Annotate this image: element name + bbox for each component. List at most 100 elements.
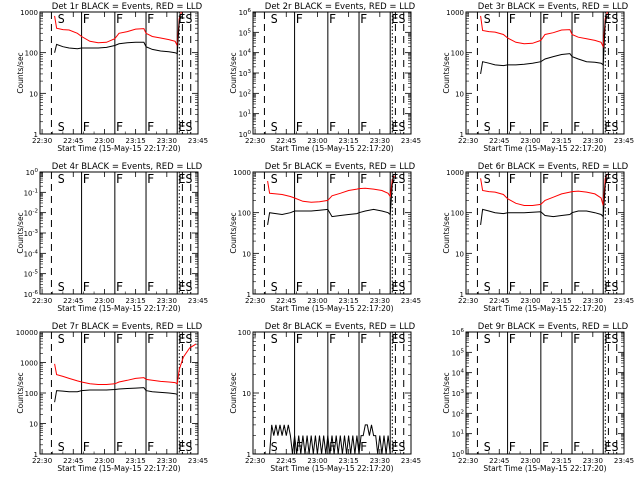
x-tick-label: 23:30 bbox=[370, 297, 390, 305]
x-axis-label: Start Time (15-May-15 22:17:20) bbox=[270, 464, 393, 473]
marker-label-top: S bbox=[58, 12, 65, 26]
x-tick-label: 23:45 bbox=[401, 457, 421, 465]
marker-label-top: ES bbox=[604, 172, 618, 186]
y-axis-label: Counts/sec bbox=[229, 52, 238, 93]
marker-label-top: F bbox=[360, 12, 367, 26]
y-tick-label: 10 bbox=[29, 421, 38, 429]
y-tick-label: 10 bbox=[455, 250, 464, 258]
marker-label-bottom: F bbox=[509, 440, 516, 454]
marker-label-top: F bbox=[542, 12, 549, 26]
x-tick-label: 22:45 bbox=[63, 137, 83, 145]
lld-series-line bbox=[267, 175, 395, 203]
x-axis-label: Start Time (15-May-15 22:17:20) bbox=[57, 304, 180, 313]
x-tick-label: 23:15 bbox=[339, 457, 359, 465]
plot-frame bbox=[465, 171, 625, 295]
x-tick-label: 23:30 bbox=[157, 137, 177, 145]
marker-label-top: F bbox=[329, 172, 336, 186]
lld-series-line bbox=[480, 11, 608, 49]
y-tick-label: 10-1 bbox=[24, 188, 38, 197]
marker-label-top: S bbox=[271, 172, 278, 186]
marker-label-bottom: F bbox=[116, 280, 123, 294]
marker-label-bottom: S bbox=[484, 280, 491, 294]
marker-label-top: F bbox=[116, 172, 123, 186]
marker-label-bottom: F bbox=[329, 440, 336, 454]
x-tick-label: 23:45 bbox=[614, 137, 634, 145]
x-tick-label: 23:30 bbox=[583, 297, 603, 305]
x-tick-label: 22:30 bbox=[32, 137, 52, 145]
det-panel-1: Det 1r BLACK = Events, RED = LLD 1 10 100 10… bbox=[16, 2, 208, 153]
plot-frame bbox=[465, 331, 625, 455]
x-tick-label: 22:45 bbox=[489, 137, 509, 145]
marker-label-top: F bbox=[83, 12, 90, 26]
x-tick-label: 23:45 bbox=[401, 297, 421, 305]
plot-frame bbox=[252, 11, 412, 135]
x-tick-label: 22:45 bbox=[489, 297, 509, 305]
y-tick-label: 10 bbox=[242, 390, 251, 398]
marker-label-bottom: F bbox=[542, 120, 549, 134]
y-tick-label: 10000 bbox=[16, 329, 38, 337]
y-axis-label: Counts/sec bbox=[442, 212, 451, 253]
det-panel-3: Det 3r BLACK = Events, RED = LLD 1 10 100 10… bbox=[442, 2, 634, 153]
marker-label-top: F bbox=[83, 332, 90, 346]
marker-label-bottom: S bbox=[484, 120, 491, 134]
marker-label-bottom: ES bbox=[391, 280, 405, 294]
x-tick-label: 23:30 bbox=[583, 137, 603, 145]
marker-label-bottom: F bbox=[360, 280, 367, 294]
x-tick-label: 23:00 bbox=[307, 457, 327, 465]
marker-label-top: ES bbox=[178, 172, 192, 186]
marker-label-top: F bbox=[360, 172, 367, 186]
x-tick-label: 22:45 bbox=[63, 297, 83, 305]
y-tick-label: 105 bbox=[452, 348, 465, 357]
y-tick-label: 100 bbox=[25, 50, 38, 58]
marker-label-bottom: S bbox=[58, 280, 65, 294]
x-tick-label: 22:45 bbox=[276, 137, 296, 145]
y-tick-label: 100 bbox=[451, 50, 464, 58]
x-tick-label: 23:00 bbox=[520, 297, 540, 305]
x-tick-label: 22:30 bbox=[458, 297, 478, 305]
x-axis-label: Start Time (15-May-15 22:17:20) bbox=[483, 464, 606, 473]
x-tick-label: 23:00 bbox=[94, 457, 114, 465]
panel-title: Det 3r BLACK = Events, RED = LLD bbox=[478, 2, 629, 12]
y-tick-label: 1000 bbox=[20, 9, 38, 17]
det-panel-5: Det 5r BLACK = Events, RED = LLD 1 10 100 10… bbox=[229, 162, 421, 313]
y-tick-label: 10-5 bbox=[24, 270, 39, 279]
y-tick-label: 104 bbox=[452, 369, 465, 378]
marker-label-top: F bbox=[296, 12, 303, 26]
marker-label-top: ES bbox=[391, 332, 405, 346]
x-tick-label: 22:30 bbox=[245, 457, 265, 465]
y-tick-label: 100 bbox=[451, 210, 464, 218]
y-tick-label: 100 bbox=[239, 130, 252, 139]
plot-frame bbox=[39, 11, 199, 135]
y-tick-label: 1 bbox=[460, 131, 464, 139]
marker-label-top: F bbox=[573, 172, 580, 186]
y-tick-label: 1 bbox=[247, 291, 251, 299]
plot-frame bbox=[39, 171, 199, 295]
y-tick-label: 102 bbox=[452, 409, 464, 418]
marker-label-bottom: F bbox=[83, 280, 90, 294]
marker-label-top: F bbox=[360, 332, 367, 346]
y-tick-label: 10-3 bbox=[24, 229, 39, 238]
panel-title: Det 2r BLACK = Events, RED = LLD bbox=[265, 2, 416, 12]
y-axis-label: Counts/sec bbox=[442, 52, 451, 93]
plot-frame bbox=[465, 11, 625, 135]
x-tick-label: 23:15 bbox=[126, 297, 146, 305]
x-tick-label: 23:30 bbox=[157, 297, 177, 305]
y-tick-label: 100 bbox=[25, 390, 38, 398]
marker-label-bottom: F bbox=[360, 440, 367, 454]
x-tick-label: 23:15 bbox=[339, 137, 359, 145]
marker-label-top: ES bbox=[178, 12, 192, 26]
marker-label-bottom: F bbox=[509, 120, 516, 134]
y-tick-label: 10 bbox=[455, 90, 464, 98]
marker-label-top: ES bbox=[178, 332, 192, 346]
y-tick-label: 1 bbox=[247, 451, 251, 459]
y-axis-label: Counts/sec bbox=[442, 372, 451, 413]
x-tick-label: 23:45 bbox=[614, 457, 634, 465]
y-tick-label: 10 bbox=[29, 90, 38, 98]
marker-label-top: S bbox=[58, 172, 65, 186]
y-tick-label: 100 bbox=[238, 329, 251, 337]
y-tick-label: 100 bbox=[238, 210, 251, 218]
marker-label-bottom: F bbox=[296, 280, 303, 294]
det-panel-4: Det 4r BLACK = Events, RED = LLD 10-6 10-5… bbox=[16, 162, 208, 313]
marker-label-bottom: F bbox=[573, 440, 580, 454]
y-tick-label: 102 bbox=[239, 89, 251, 98]
